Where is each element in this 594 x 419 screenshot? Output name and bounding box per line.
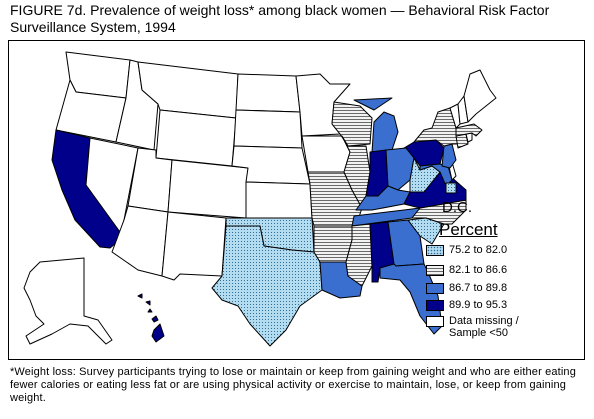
legend-swatch-c4 (426, 299, 444, 311)
state-ME (463, 69, 497, 123)
footnote: *Weight loss: Survey participants trying… (10, 366, 576, 404)
map-frame (8, 40, 585, 360)
legend-swatch-c1 (426, 244, 444, 256)
figure-title-line-1: FIGURE 7d. Prevalence of weight loss* am… (10, 2, 550, 18)
state-IA (301, 135, 351, 173)
legend-title: Percent (439, 220, 498, 239)
state-MA (455, 123, 483, 137)
state-AK (23, 257, 113, 345)
state-WI (331, 101, 373, 147)
legend-label-c4: 89.9 to 95.3 (449, 299, 508, 311)
legend-label-c3: 86.7 to 89.8 (449, 282, 508, 294)
state-NJ (441, 143, 457, 169)
legend-label-c5: Data missing / Sample <50 (449, 315, 519, 339)
state-SD (233, 109, 303, 149)
figure-title: FIGURE 7d. Prevalence of weight loss* am… (10, 2, 585, 36)
legend-item-c4: 89.9 to 95.3 (426, 297, 507, 313)
figure-title-line-2: Surveillance System, 1994 (10, 19, 176, 35)
state-CO (167, 159, 249, 219)
state-NM (161, 211, 227, 281)
state-HI (137, 293, 165, 343)
legend-item-c5: Data missing / Sample <50 (426, 315, 519, 345)
state-ND (235, 73, 301, 113)
state-WY (155, 109, 237, 167)
legend-item-c2: 82.1 to 86.6 (426, 262, 507, 278)
state-TX (211, 225, 323, 347)
us-choropleth-map (23, 51, 497, 347)
legend-item-c3: 86.7 to 89.8 (426, 280, 507, 296)
legend-label-c2: 82.1 to 86.6 (449, 264, 508, 276)
state-KS (245, 181, 313, 219)
dc-label: D.C. (442, 199, 472, 216)
legend-item-c1: 75.2 to 82.0 (426, 242, 507, 258)
legend-label-c1: 75.2 to 82.0 (449, 244, 508, 256)
legend-swatch-c3 (426, 282, 444, 294)
state-DC (445, 182, 457, 194)
state-KY (355, 185, 411, 211)
legend-swatch-c2 (426, 264, 444, 276)
legend-swatch-c5 (426, 316, 444, 327)
